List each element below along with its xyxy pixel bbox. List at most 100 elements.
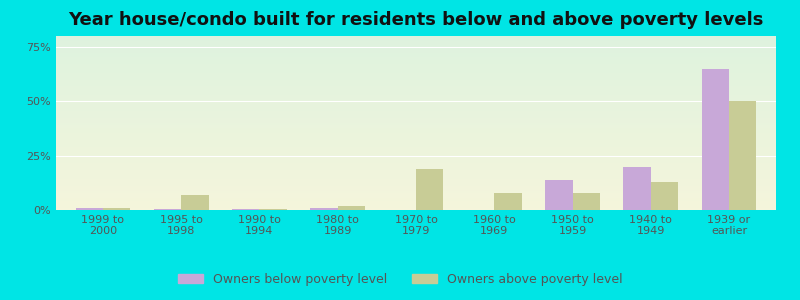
Bar	[56, 201, 776, 203]
Bar	[56, 167, 776, 168]
Bar	[56, 151, 776, 153]
Bar	[56, 111, 776, 112]
Bar	[56, 127, 776, 128]
Bar	[259, 209, 287, 210]
Bar	[56, 109, 776, 111]
Bar	[56, 146, 776, 147]
Bar	[56, 67, 776, 69]
Bar	[56, 175, 776, 177]
Bar	[56, 86, 776, 88]
Bar	[56, 43, 776, 45]
Bar	[56, 57, 776, 58]
Bar	[56, 163, 776, 165]
Bar	[56, 62, 776, 64]
Bar	[56, 198, 776, 200]
Bar	[56, 95, 776, 97]
Bar	[56, 60, 776, 62]
Bar	[56, 186, 776, 188]
Legend: Owners below poverty level, Owners above poverty level: Owners below poverty level, Owners above…	[173, 268, 627, 291]
Bar	[56, 142, 776, 144]
Bar	[56, 100, 776, 102]
Bar	[56, 206, 776, 208]
Bar	[56, 182, 776, 184]
Title: Year house/condo built for residents below and above poverty levels: Year house/condo built for residents bel…	[68, 11, 764, 29]
Bar	[56, 180, 776, 182]
Bar	[56, 71, 776, 73]
Bar	[56, 121, 776, 123]
Bar	[56, 153, 776, 154]
Bar	[56, 196, 776, 198]
Bar	[56, 118, 776, 119]
Bar	[56, 99, 776, 100]
Bar	[56, 193, 776, 194]
Bar	[56, 107, 776, 109]
Bar	[56, 160, 776, 161]
Bar	[56, 36, 776, 38]
Bar	[56, 45, 776, 46]
Bar	[56, 48, 776, 50]
Bar	[56, 69, 776, 71]
Bar	[56, 158, 776, 160]
Bar	[56, 97, 776, 99]
Bar	[56, 156, 776, 158]
Bar	[56, 92, 776, 93]
Bar	[56, 203, 776, 205]
Bar	[56, 144, 776, 146]
Bar	[56, 191, 776, 193]
Bar	[56, 64, 776, 66]
Bar	[56, 172, 776, 173]
Bar	[702, 69, 729, 210]
Bar	[56, 200, 776, 201]
Bar	[56, 40, 776, 41]
Bar	[56, 135, 776, 137]
Bar	[56, 128, 776, 130]
Bar	[56, 106, 776, 107]
Bar	[56, 88, 776, 90]
Bar	[56, 102, 776, 104]
Bar	[56, 80, 776, 81]
Bar	[56, 194, 776, 196]
Bar	[56, 137, 776, 139]
Bar	[56, 165, 776, 167]
Bar	[56, 132, 776, 134]
Bar	[56, 149, 776, 151]
Bar	[56, 189, 776, 191]
Bar	[310, 208, 338, 210]
Bar	[56, 125, 776, 127]
Bar	[56, 147, 776, 149]
Bar	[56, 55, 776, 57]
Bar	[56, 76, 776, 78]
Bar	[573, 193, 600, 210]
Bar	[56, 81, 776, 83]
Bar	[56, 154, 776, 156]
Bar	[56, 208, 776, 210]
Bar	[56, 123, 776, 125]
Bar	[650, 182, 678, 210]
Bar	[56, 114, 776, 116]
Bar	[56, 93, 776, 95]
Bar	[56, 104, 776, 106]
Bar	[56, 177, 776, 179]
Bar	[494, 193, 522, 210]
Bar	[75, 208, 103, 210]
Bar	[56, 78, 776, 80]
Bar	[56, 83, 776, 85]
Bar	[56, 179, 776, 180]
Bar	[56, 184, 776, 186]
Bar	[154, 209, 182, 210]
Bar	[56, 50, 776, 52]
Bar	[56, 38, 776, 40]
Bar	[56, 119, 776, 121]
Bar	[623, 167, 650, 210]
Bar	[56, 205, 776, 206]
Bar	[56, 188, 776, 189]
Bar	[56, 140, 776, 142]
Bar	[56, 139, 776, 140]
Bar	[338, 206, 365, 210]
Bar	[232, 209, 259, 210]
Bar	[56, 90, 776, 92]
Bar	[103, 208, 130, 210]
Bar	[56, 53, 776, 55]
Bar	[56, 52, 776, 53]
Bar	[56, 173, 776, 175]
